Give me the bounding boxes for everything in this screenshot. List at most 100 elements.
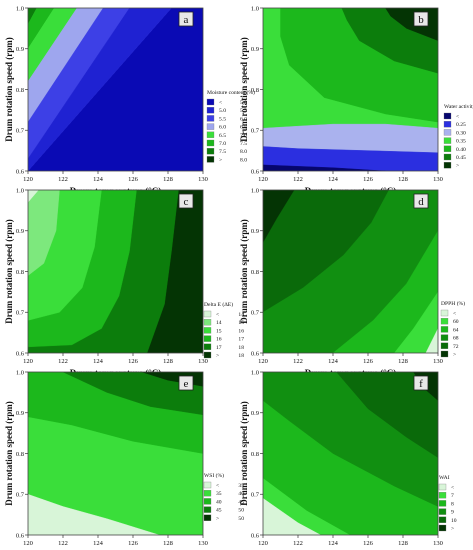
legend-item-value: 17 (238, 337, 244, 343)
contour-area (28, 190, 203, 353)
legend: Moisture content (%) < 5.0 5.0 5.5 5.5 6.0 6.0 6… (206, 89, 255, 163)
contour-area (28, 372, 203, 535)
legend-swatch (443, 137, 452, 144)
x-tick-label: 130 (198, 358, 208, 365)
panel-label-box (413, 375, 429, 391)
x-tick-label: 120 (258, 176, 268, 183)
legend-title: DPPH (%) (441, 300, 465, 307)
legend-item-label: < (453, 311, 456, 317)
legend-item-label: 7.0 (219, 141, 226, 147)
legend-swatch (203, 498, 212, 505)
y-tick-label: 0.6 (16, 350, 25, 357)
contour-band-3 (336, 372, 438, 458)
x-tick-label: 130 (198, 540, 208, 547)
legend-swatch (440, 334, 449, 341)
legend-swatch (203, 343, 212, 350)
legend-item-value: 15 (238, 320, 244, 326)
legend-title: Delta E (ΔE) (204, 301, 233, 308)
legend-item-label: 60 (453, 319, 459, 325)
legend-item-label: 0.35 (456, 139, 466, 145)
legend-swatch (440, 309, 449, 317)
legend-swatch (206, 156, 215, 163)
legend-swatch (443, 121, 452, 128)
x-tick-label: 128 (163, 358, 173, 365)
legend-item-label: 64 (453, 327, 459, 333)
legend-swatch (443, 145, 452, 152)
x-tick-label: 120 (23, 176, 33, 183)
panel-label-box (413, 11, 429, 27)
legend: DPPH (%)<606064646868727276>76 (440, 300, 465, 358)
contour-band-6 (28, 8, 172, 171)
x-tick-label: 126 (128, 358, 139, 365)
legend-item-label: 7.5 (219, 149, 226, 155)
legend: WAI<778899101011>11 (438, 475, 457, 532)
panel-label: c (184, 196, 189, 208)
panel-label: d (418, 196, 424, 208)
legend-swatch (206, 131, 215, 138)
x-tick-label: 120 (23, 358, 33, 365)
legend-item-label: 68 (453, 336, 459, 342)
legend-swatch (443, 162, 452, 169)
legend-item-value: 50 (238, 516, 244, 522)
legend-swatch (203, 310, 212, 318)
legend-item-value: 18 (238, 353, 244, 359)
x-tick-label: 128 (398, 540, 408, 547)
y-tick-label: 0.9 (16, 228, 24, 235)
legend-item-label: 5.5 (219, 116, 226, 122)
legend-swatch (203, 481, 212, 489)
legend-item-label: 6.5 (219, 133, 226, 139)
x-tick-label: 130 (433, 540, 443, 547)
legend-item-value: 16 (238, 328, 244, 334)
contour-band-4 (394, 291, 438, 353)
x-tick-label: 128 (398, 176, 408, 183)
legend-swatch (203, 351, 212, 359)
legend-item-value: 8.0 (240, 149, 247, 155)
contour-band-4 (28, 190, 60, 276)
legend-item-value: 14 (238, 312, 244, 318)
legend-title: Water activity (444, 104, 473, 110)
x-tick-label: 126 (363, 358, 374, 365)
y-tick-label: 0.6 (16, 532, 25, 539)
x-tick-label: 120 (258, 540, 268, 547)
contour-band-6 (263, 164, 386, 171)
legend-item-label: > (453, 352, 456, 358)
legend-item-label: > (216, 353, 219, 359)
x-tick-label: 120 (23, 540, 33, 547)
legend-item-value: 35 (238, 483, 244, 489)
legend-title: WAI (439, 475, 450, 481)
legend-item-label: < (451, 485, 454, 491)
legend-item-value: 40 (238, 491, 244, 497)
x-tick-label: 124 (93, 540, 104, 547)
legend-item-label: > (216, 516, 219, 522)
legend-item-label: 0.40 (456, 147, 466, 153)
y-tick-label: 0.7 (16, 310, 25, 317)
legend-swatch (203, 506, 212, 513)
legend-item-value: 7.5 (240, 141, 247, 147)
x-tick-label: 126 (363, 176, 374, 183)
legend-swatch (440, 326, 449, 333)
legend-swatch (440, 342, 449, 349)
panel-label: f (419, 378, 423, 390)
legend-swatch (206, 115, 215, 122)
y-axis-label: Drum rotation speed (rpm) (4, 37, 14, 142)
y-tick-label: 1.0 (16, 369, 24, 376)
y-tick-label: 0.7 (16, 492, 25, 499)
legend-item-label: 17 (216, 345, 222, 351)
legend-swatch (438, 516, 447, 523)
legend-swatch (206, 107, 215, 114)
legend-swatch (438, 524, 447, 532)
contour-band-5 (28, 190, 39, 203)
legend-swatch (203, 490, 212, 497)
x-tick-label: 122 (293, 540, 303, 547)
legend-item-label: 5.0 (219, 108, 226, 114)
panel-label: a (184, 14, 189, 26)
x-tick-label: 128 (163, 176, 173, 183)
legend-item-label: 9 (451, 510, 454, 516)
legend-item-label: 16 (216, 337, 222, 343)
legend: Delta E (ΔE) < 14 14 15 15 16 16 17 17 18 > 18 (203, 301, 244, 359)
y-axis-label: Drum rotation speed (rpm) (239, 401, 249, 506)
legend-swatch (438, 492, 447, 499)
